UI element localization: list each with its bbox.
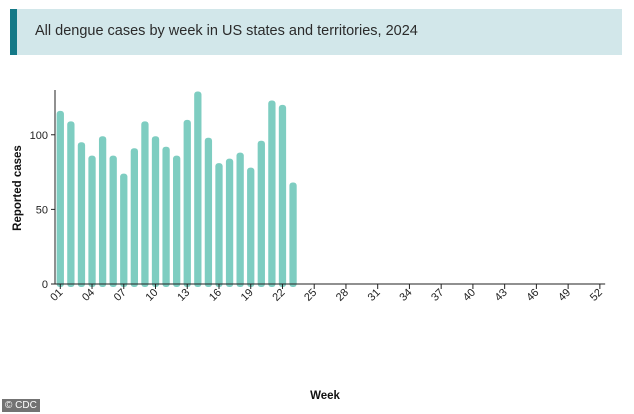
x-tick-label: 13 (175, 287, 192, 304)
bar-week-01 (56, 110, 64, 287)
x-tick-label: 07 (112, 287, 129, 304)
x-axis-label: Week (310, 390, 340, 402)
bar-week-14 (194, 91, 202, 288)
image-credit: © CDC (2, 399, 40, 412)
x-tick-label: 19 (239, 287, 256, 304)
bar-week-10 (151, 136, 160, 287)
x-tick-label: 04 (80, 287, 97, 304)
x-axis: 01 04 07 10 13 16 19 22 25 28 31 34 37 40 43 46 49 52 (48, 283, 606, 304)
x-tick-label: 10 (143, 287, 160, 304)
y-axis: 0 50 100 (30, 90, 56, 291)
chart-title: All dengue cases by week in US states an… (35, 23, 418, 39)
bar-week-19 (247, 167, 255, 287)
bar-week-22 (278, 104, 287, 287)
y-tick-label: 100 (30, 130, 48, 142)
bar-week-16 (215, 163, 223, 287)
x-tick-label: 01 (48, 287, 65, 304)
x-tick-label: 40 (461, 287, 478, 304)
bar-week-09 (141, 121, 149, 287)
x-tick-label: 37 (429, 287, 446, 304)
bar-week-11 (162, 146, 170, 287)
x-tick-label: 16 (207, 287, 224, 304)
bar-week-02 (67, 121, 75, 287)
x-tick-label: 22 (270, 287, 287, 304)
y-tick-label: 0 (42, 279, 48, 291)
bar-week-18 (236, 152, 244, 287)
x-tick-label: 49 (556, 287, 573, 304)
x-tick-label: 46 (524, 287, 541, 304)
x-tick-label: 43 (493, 287, 510, 304)
bar-week-04 (88, 155, 96, 287)
bar-week-21 (268, 100, 276, 287)
bar-week-23 (289, 182, 297, 287)
bar-week-06 (109, 155, 117, 287)
bar-week-13 (183, 119, 191, 287)
x-tick-label: 28 (334, 287, 351, 304)
bar-week-07 (120, 173, 128, 287)
y-axis-label: Reported cases (12, 145, 24, 231)
bar-week-12 (173, 155, 181, 287)
x-tick-label: 34 (397, 287, 414, 304)
x-tick-label: 52 (588, 287, 605, 304)
bar-week-08 (130, 148, 138, 287)
bar-week-05 (98, 136, 107, 287)
chart-title-banner: All dengue cases by week in US states an… (10, 9, 622, 55)
bar-week-03 (77, 142, 86, 287)
bar-week-20 (257, 140, 265, 287)
bar-week-17 (225, 158, 234, 287)
x-tick-label: 31 (366, 287, 383, 304)
x-tick-label: 25 (302, 287, 319, 304)
bars-group (56, 91, 297, 288)
y-tick-label: 50 (36, 204, 48, 216)
bar-week-15 (204, 137, 213, 287)
